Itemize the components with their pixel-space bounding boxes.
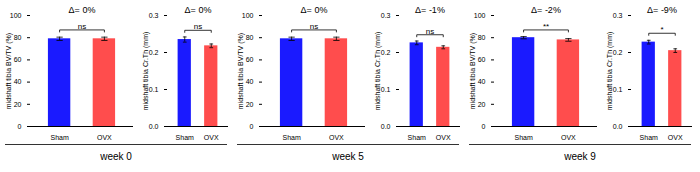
svg-text:0.0: 0.0 [381, 123, 391, 130]
svg-text:Sham: Sham [282, 134, 300, 140]
svg-text:80: 80 [246, 34, 254, 41]
svg-text:40: 40 [14, 78, 22, 85]
svg-text:60: 60 [246, 56, 254, 63]
svg-text:midshaft tibia Cr.Th (mm): midshaft tibia Cr.Th (mm) [142, 32, 150, 111]
svg-text:Sham: Sham [176, 134, 194, 140]
svg-text:Δ= 0%: Δ= 0% [185, 5, 212, 15]
svg-text:20: 20 [246, 101, 254, 108]
svg-text:Δ= 0%: Δ= 0% [301, 5, 328, 15]
svg-text:Δ= -1%: Δ= -1% [415, 5, 445, 15]
svg-text:0: 0 [18, 123, 22, 130]
svg-text:Δ= -9%: Δ= -9% [647, 5, 677, 15]
svg-text:80: 80 [14, 34, 22, 41]
svg-text:OVX: OVX [204, 134, 219, 140]
svg-text:0.3: 0.3 [613, 12, 623, 19]
svg-text:0.0: 0.0 [613, 123, 623, 130]
svg-text:OVX: OVX [436, 134, 451, 140]
svg-text:Δ= 0%: Δ= 0% [69, 5, 96, 15]
svg-text:ns: ns [194, 22, 202, 31]
svg-text:OVX: OVX [561, 134, 576, 140]
svg-text:100: 100 [242, 12, 254, 19]
svg-text:midshaft tibia BV/TV (%): midshaft tibia BV/TV (%) [237, 33, 245, 109]
svg-text:ns: ns [426, 27, 434, 36]
html-text:week 0: week 0 [100, 151, 132, 162]
svg-text:*: * [660, 25, 663, 34]
svg-text:60: 60 [14, 56, 22, 63]
svg-text:20: 20 [478, 101, 486, 108]
svg-text:OVX: OVX [97, 134, 112, 140]
svg-text:20: 20 [14, 101, 22, 108]
svg-text:40: 40 [478, 78, 486, 85]
svg-text:ns: ns [310, 22, 318, 31]
svg-text:0: 0 [482, 123, 486, 130]
svg-text:**: ** [543, 22, 549, 31]
svg-text:0: 0 [250, 123, 254, 130]
svg-text:80: 80 [478, 34, 486, 41]
svg-text:0.1: 0.1 [613, 86, 623, 93]
svg-text:OVX: OVX [329, 134, 344, 140]
svg-text:midshaft tibia BV/TV (%): midshaft tibia BV/TV (%) [469, 33, 477, 109]
svg-text:0.0: 0.0 [149, 123, 159, 130]
svg-text:OVX: OVX [668, 134, 683, 140]
svg-text:Δ= -2%: Δ= -2% [531, 5, 561, 15]
svg-text:0.1: 0.1 [149, 86, 159, 93]
svg-text:0.3: 0.3 [149, 12, 159, 19]
svg-text:0.2: 0.2 [149, 49, 159, 56]
svg-text:0.1: 0.1 [381, 86, 391, 93]
html-text:week 9: week 9 [564, 151, 596, 162]
svg-text:midshaft tibia Cr.Th (mm): midshaft tibia Cr.Th (mm) [374, 32, 382, 111]
svg-text:0.3: 0.3 [381, 12, 391, 19]
svg-text:midshaft tibia Cr.Th (mm): midshaft tibia Cr.Th (mm) [606, 32, 614, 111]
svg-text:midshaft tibia BV/TV (%): midshaft tibia BV/TV (%) [5, 33, 13, 109]
svg-text:ns: ns [78, 22, 86, 31]
svg-text:100: 100 [10, 12, 22, 19]
svg-text:Sham: Sham [408, 134, 426, 140]
svg-text:60: 60 [478, 56, 486, 63]
svg-text:40: 40 [246, 78, 254, 85]
svg-text:Sham: Sham [50, 134, 68, 140]
svg-text:0.2: 0.2 [613, 49, 623, 56]
svg-text:Sham: Sham [640, 134, 658, 140]
svg-text:0.2: 0.2 [381, 49, 391, 56]
html-text:week 5: week 5 [332, 151, 364, 162]
svg-text:100: 100 [474, 12, 486, 19]
svg-text:Sham: Sham [514, 134, 532, 140]
